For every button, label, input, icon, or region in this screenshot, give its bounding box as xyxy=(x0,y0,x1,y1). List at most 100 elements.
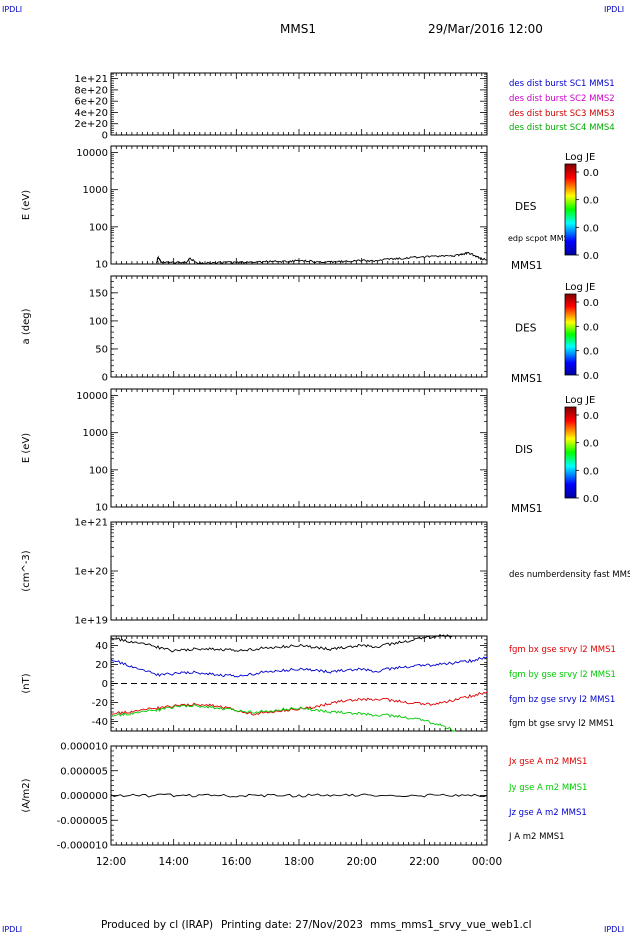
y-tick-label: 0 xyxy=(102,131,108,142)
y-tick-label: 0 xyxy=(102,373,108,384)
footer-produced-by: Produced by cl (IRAP) xyxy=(101,919,214,931)
y-tick-label: 10 xyxy=(95,260,108,271)
y-tick-label: -0.000010 xyxy=(57,841,108,852)
colorbar-tick-label: 0.0 xyxy=(583,466,599,477)
colorbar-tick-label: 0.0 xyxy=(583,347,599,358)
legend-entry: des numberdensity fast MMS1 xyxy=(509,570,630,580)
x-tick-label: 16:00 xyxy=(221,856,251,868)
x-tick-label: 20:00 xyxy=(347,856,377,868)
colorbar-tick-label: 0.0 xyxy=(583,322,599,333)
colorbar-tick-label: 0.0 xyxy=(583,439,599,450)
overlay-label: edp scpot MMS1 xyxy=(508,234,574,243)
legend-entry: J A m2 MMS1 xyxy=(508,832,565,842)
y-tick-label: 10000 xyxy=(76,148,108,159)
legend-entry: des dist burst SC1 MMS1 xyxy=(509,79,615,89)
footer-printing-date: Printing date: 27/Nov/2023 xyxy=(221,919,363,931)
series-line xyxy=(110,656,488,678)
colorbar xyxy=(564,406,577,499)
colorbar xyxy=(564,163,577,256)
y-tick-label: 4e+20 xyxy=(74,108,108,119)
y-tick-label: 10000 xyxy=(76,391,108,402)
panel-frame xyxy=(110,72,488,136)
y-tick-label: 6e+20 xyxy=(74,97,108,108)
y-tick-label: 0 xyxy=(102,679,108,690)
legend-entry: fgm bz gse srvy l2 MMS1 xyxy=(509,695,615,705)
y-tick-label: 20 xyxy=(95,660,108,671)
spacecraft-title: MMS1 xyxy=(280,22,316,36)
legend-entry: Jx gse A m2 MMS1 xyxy=(508,757,587,767)
y-tick-label: 100 xyxy=(89,222,108,233)
spacecraft-label: MMS1 xyxy=(511,260,542,272)
colorbar-tick-label: 0.0 xyxy=(583,223,599,234)
x-tick-label: 12:00 xyxy=(96,856,126,868)
corner-mark-bottom-left: IPDLI xyxy=(2,925,23,934)
x-tick-label: 22:00 xyxy=(409,856,439,868)
spacecraft-label: MMS1 xyxy=(511,503,542,515)
y-tick-label: 0.000000 xyxy=(60,791,108,802)
panel-frame xyxy=(110,521,488,621)
instrument-label: DES xyxy=(515,201,537,213)
colorbar-tick-label: 0.0 xyxy=(583,494,599,505)
y-axis-label: (nT) xyxy=(21,673,32,693)
y-axis-label: E (eV) xyxy=(21,190,32,220)
y-tick-label: 2e+20 xyxy=(74,119,108,130)
y-tick-label: 1000 xyxy=(83,428,108,439)
instrument-label: DIS xyxy=(515,444,533,456)
series-line xyxy=(110,703,456,732)
y-tick-label: -20 xyxy=(92,698,108,709)
legend-entry: des dist burst SC2 MMS2 xyxy=(509,94,615,104)
y-tick-label: -40 xyxy=(92,717,108,728)
panel-frame xyxy=(110,388,488,508)
legend-entry: fgm bt gse srvy l2 MMS1 xyxy=(509,719,614,729)
colorbar-tick-label: 0.0 xyxy=(583,371,599,382)
y-tick-label: -0.000005 xyxy=(57,816,108,827)
x-tick-label: 14:00 xyxy=(159,856,189,868)
y-axis-label: a (deg) xyxy=(21,308,32,344)
footer-product: mms_mms1_srvy_vue_web1.cl xyxy=(370,919,532,931)
corner-mark-bottom-right: IPDLI xyxy=(604,925,625,934)
series-line xyxy=(110,691,488,716)
series-line xyxy=(155,251,488,265)
panel-frame xyxy=(110,635,488,732)
y-tick-label: 10 xyxy=(95,503,108,514)
y-tick-label: 1e+21 xyxy=(74,74,108,85)
y-tick-label: 0.000010 xyxy=(60,742,108,753)
y-tick-label: 40 xyxy=(95,641,108,652)
y-tick-label: 150 xyxy=(89,288,108,299)
legend-entry: des dist burst SC4 MMS4 xyxy=(509,123,615,133)
legend-entry: Jy gse A m2 MMS1 xyxy=(508,783,587,793)
colorbar xyxy=(564,293,577,376)
colorbar-tick-label: 0.0 xyxy=(583,168,599,179)
instrument-label: DES xyxy=(515,323,537,335)
colorbar-title: Log JE xyxy=(565,395,595,406)
y-tick-label: 1000 xyxy=(83,185,108,196)
series-line xyxy=(110,793,488,798)
colorbar-tick-label: 0.0 xyxy=(583,298,599,309)
panel-frame xyxy=(110,745,488,846)
y-axis-label: (cm^-3) xyxy=(21,550,32,591)
y-tick-label: 100 xyxy=(89,316,108,327)
x-tick-label: 18:00 xyxy=(284,856,314,868)
y-axis-label: (A/m2) xyxy=(21,778,32,812)
legend-entry: fgm by gse srvy l2 MMS1 xyxy=(509,670,616,680)
colorbar-tick-label: 0.0 xyxy=(583,411,599,422)
y-tick-label: 100 xyxy=(89,465,108,476)
y-tick-label: 0.000005 xyxy=(60,766,108,777)
colorbar-title: Log JE xyxy=(565,282,595,293)
x-tick-label: 00:00 xyxy=(472,856,502,868)
series-line xyxy=(110,633,453,653)
datetime-title: 29/Mar/2016 12:00 xyxy=(428,22,543,36)
corner-mark-top-left: IPDLI xyxy=(2,5,23,14)
y-tick-label: 1e+21 xyxy=(74,518,108,529)
colorbar-title: Log JE xyxy=(565,152,595,163)
legend-entry: fgm bx gse srvy l2 MMS1 xyxy=(509,645,616,655)
y-axis-label: E (eV) xyxy=(21,433,32,463)
legend-entry: des dist burst SC3 MMS3 xyxy=(509,109,615,119)
spacecraft-label: MMS1 xyxy=(511,373,542,385)
y-tick-label: 50 xyxy=(95,344,108,355)
y-tick-label: 8e+20 xyxy=(74,85,108,96)
colorbar-tick-label: 0.0 xyxy=(583,251,599,262)
y-tick-label: 1e+20 xyxy=(74,567,108,578)
y-tick-label: 1e+19 xyxy=(74,616,108,627)
